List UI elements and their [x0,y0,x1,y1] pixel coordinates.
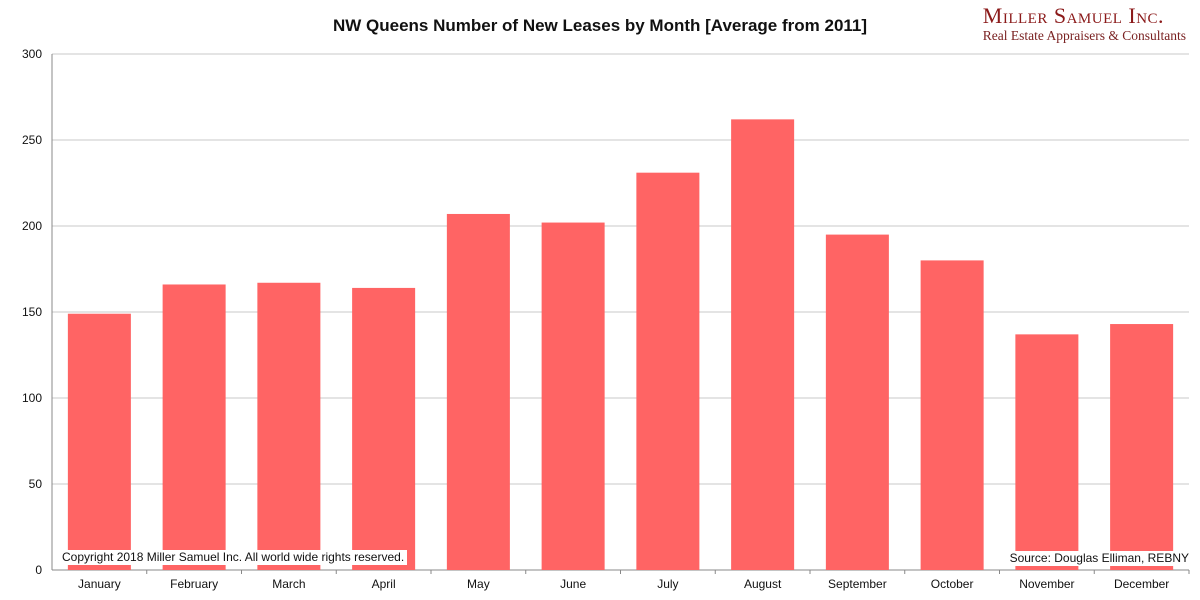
x-tick-label: June [560,577,586,591]
y-tick-label: 300 [22,47,42,61]
bar-may [446,213,510,570]
copyright-note: Copyright 2018 Miller Samuel Inc. All wo… [59,550,408,565]
x-tick-label: October [931,577,974,591]
x-tick-label: July [657,577,678,591]
x-tick-label: December [1114,577,1169,591]
y-tick-label: 200 [22,219,42,233]
x-tick-label: August [744,577,782,591]
y-tick-label: 50 [29,477,43,491]
logo-tagline: Real Estate Appraisers & Consultants [982,28,1186,43]
x-tick-label: November [1019,577,1074,591]
chart-title: NW Queens Number of New Leases by Month … [332,16,868,35]
bar-december [1110,324,1174,570]
x-tick-label: January [78,577,121,591]
x-tick-label: September [828,577,887,591]
x-tick-label: May [467,577,490,591]
x-tick-label: February [170,577,218,591]
bar-march [257,282,321,570]
bar-july [636,172,700,570]
bar-august [731,119,795,571]
y-tick-label: 250 [22,133,42,147]
logo-name: Miller Samuel Inc. [982,3,1165,28]
bar-april [352,287,416,570]
company-logo: Miller Samuel Inc. Real Estate Appraiser… [982,3,1186,44]
x-tick-label: April [372,577,396,591]
bar-november [1015,334,1079,570]
bar-june [541,222,605,570]
bar-september [825,234,889,570]
bar-january [67,313,131,570]
y-tick-label: 150 [22,305,42,319]
x-tick-label: March [272,577,305,591]
bar-october [920,260,984,570]
y-tick-label: 0 [35,563,42,577]
bar-february [162,284,226,570]
y-tick-label: 100 [22,391,42,405]
source-note: Source: Douglas Elliman, REBNY [1006,551,1192,566]
